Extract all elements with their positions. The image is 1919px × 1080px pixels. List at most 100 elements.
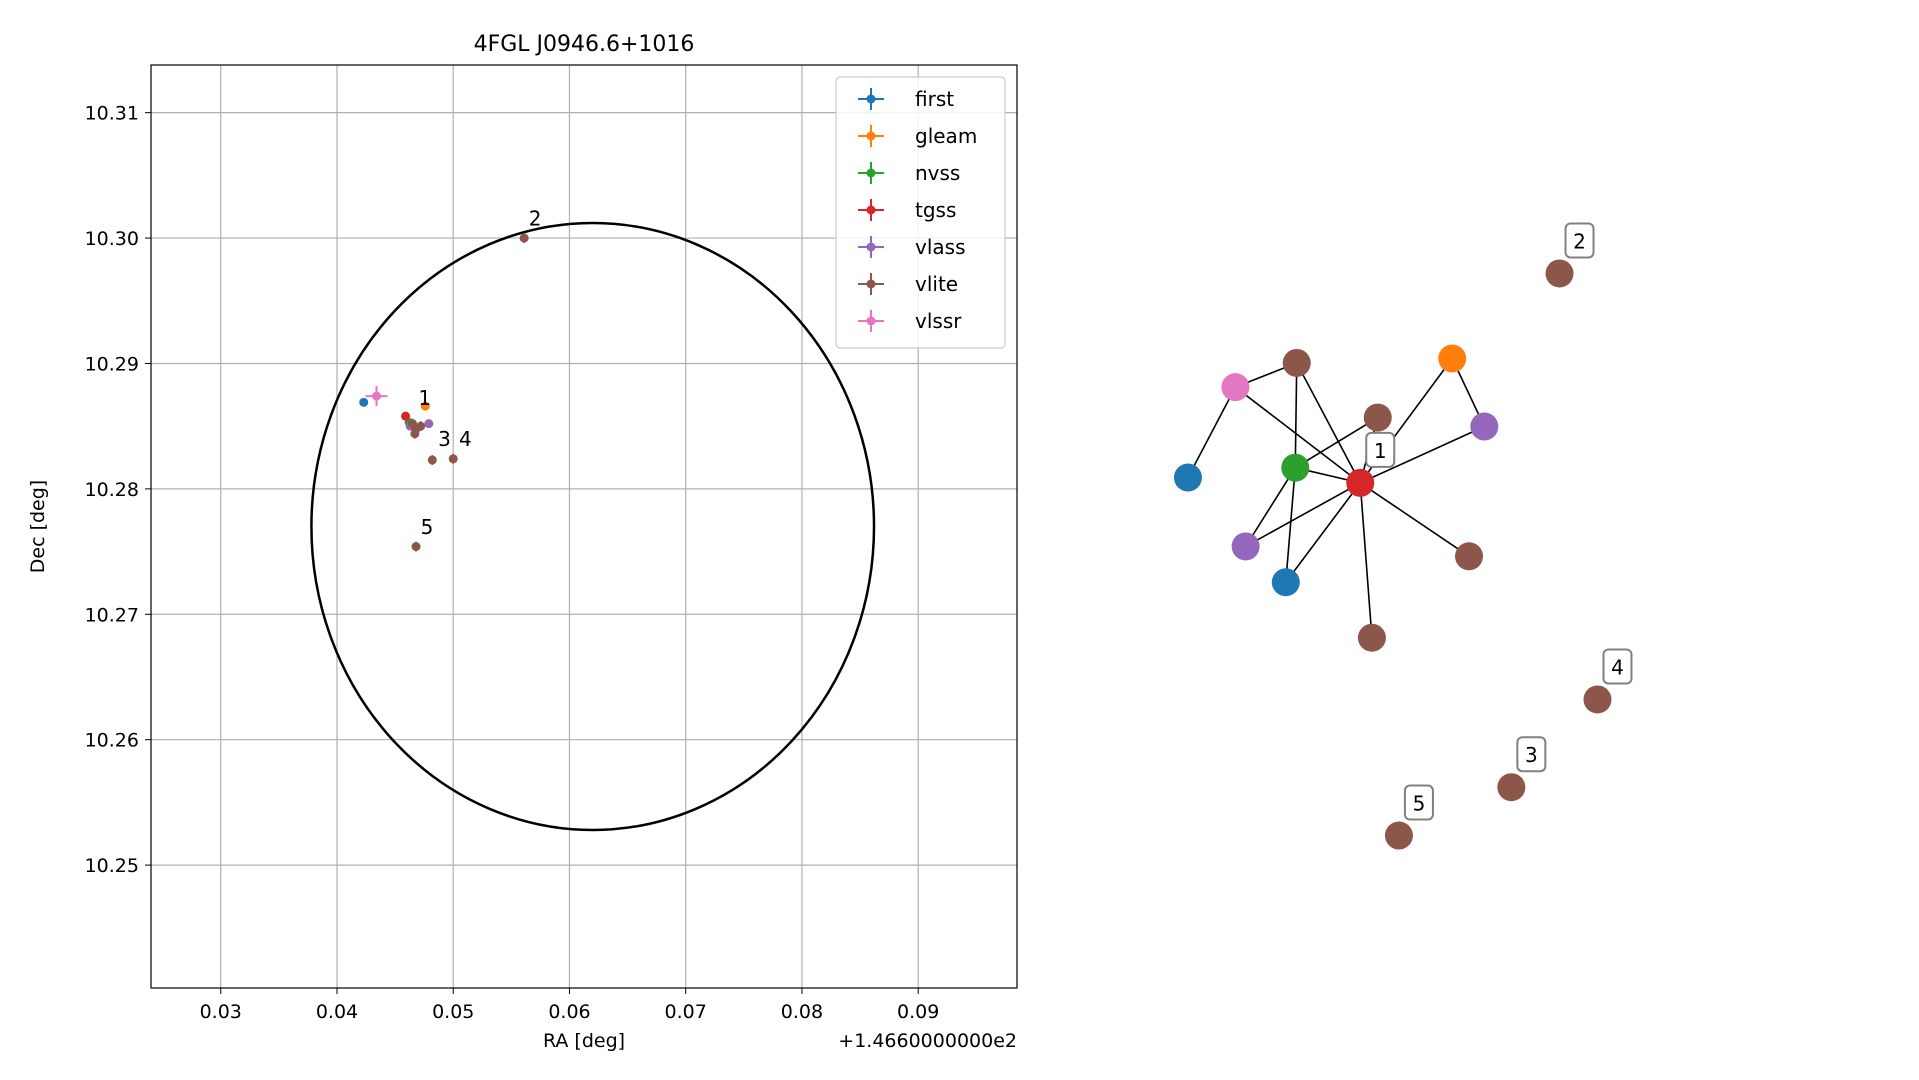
graph-node-label: 1 xyxy=(1365,431,1396,468)
graph-edge xyxy=(1294,362,1298,468)
point-annotation: 2 xyxy=(529,207,542,231)
chart-title: 4FGL J0946.6+1016 xyxy=(474,32,695,57)
legend-box xyxy=(835,76,1006,349)
error-circle xyxy=(310,221,876,832)
vlite-point xyxy=(411,541,421,552)
graph-node xyxy=(1357,623,1386,652)
vlite-point xyxy=(427,455,437,466)
legend-entry-vlass: vlass xyxy=(858,235,966,259)
svg-text:1: 1 xyxy=(1374,439,1387,463)
legend-entry-first: first xyxy=(858,87,954,111)
graph-node xyxy=(1438,344,1467,373)
legend-label: nvss xyxy=(915,161,960,185)
graph-edge xyxy=(1285,482,1361,583)
graph-node-label: 2 xyxy=(1564,222,1595,259)
first-point xyxy=(359,397,369,407)
graph-node xyxy=(1231,532,1260,561)
annotations: 1 2 3 4 5 xyxy=(418,207,541,540)
ticks: 0.03 0.04 0.05 0.06 0.07 0.08 0.09 10.25 10.26 10… xyxy=(85,103,940,1023)
legend-label: vlass xyxy=(915,235,966,259)
graph-edge xyxy=(1359,425,1485,484)
x-tick-label: 0.07 xyxy=(665,1001,707,1023)
vlite-point xyxy=(408,418,418,429)
legend-label: first xyxy=(915,87,954,111)
legend: first gleam nvss tgss vlass vlite vlssr xyxy=(835,76,1006,349)
graph-node xyxy=(1583,685,1612,714)
legend-label: gleam xyxy=(915,124,977,148)
svg-text:3: 3 xyxy=(1525,743,1538,767)
graph-node xyxy=(1545,259,1574,288)
x-axis-label: RA [deg] xyxy=(543,1030,625,1052)
graph-node xyxy=(1271,568,1300,597)
graph-node xyxy=(1346,468,1375,497)
graph-edge xyxy=(1234,386,1361,484)
scatter-panel: 1 2 3 4 5 0.03 0.04 0.05 0.06 0.07 0.08 0.09 10.25 1… xyxy=(27,32,1018,1052)
graph-node xyxy=(1497,773,1526,802)
point-annotation: 3 xyxy=(438,427,451,451)
x-tick-label: 0.06 xyxy=(548,1001,590,1023)
graph-node-label: 4 xyxy=(1602,648,1633,685)
data-points xyxy=(359,233,529,552)
graph-node xyxy=(1221,373,1250,402)
x-tick-label: 0.09 xyxy=(897,1001,939,1023)
graph-node-label: 3 xyxy=(1516,736,1547,773)
svg-text:5: 5 xyxy=(1413,792,1426,816)
x-tick-label: 0.08 xyxy=(781,1001,823,1023)
legend-entry-gleam: gleam xyxy=(858,124,977,148)
legend-label: vlite xyxy=(915,272,958,296)
graph-edge xyxy=(1294,416,1379,469)
vlite-point xyxy=(519,233,529,244)
y-tick-label: 10.27 xyxy=(85,604,139,626)
legend-entry-tgss: tgss xyxy=(858,198,956,222)
graph-edge xyxy=(1359,482,1470,557)
graph-node-label: 5 xyxy=(1403,784,1434,821)
x-tick-label: 0.05 xyxy=(432,1001,474,1023)
graph-node xyxy=(1173,463,1202,492)
graph-edge xyxy=(1359,482,1373,638)
graph-node xyxy=(1470,412,1499,441)
y-tick-label: 10.28 xyxy=(85,479,139,501)
point-annotation: 4 xyxy=(459,427,472,451)
network-graph: 1 2 4 3 5 xyxy=(1173,222,1633,850)
graph-edge xyxy=(1187,386,1237,478)
legend-label: vlssr xyxy=(915,309,962,333)
vlite-point xyxy=(410,428,420,439)
graph-edge xyxy=(1284,467,1297,583)
graph-node xyxy=(1282,348,1311,377)
graph-edge xyxy=(1244,467,1296,547)
vlite-point xyxy=(416,421,426,432)
vlssr-point xyxy=(365,386,388,407)
tgss-point xyxy=(401,411,411,421)
svg-text:4: 4 xyxy=(1611,655,1624,679)
graph-node xyxy=(1384,821,1413,850)
point-annotation: 5 xyxy=(421,515,434,539)
x-tick-label: 0.03 xyxy=(200,1001,242,1023)
vlite-point xyxy=(448,453,458,464)
graph-node xyxy=(1455,542,1484,571)
legend-entry-vlite: vlite xyxy=(858,272,958,296)
y-tick-label: 10.29 xyxy=(85,353,139,375)
graph-nodes xyxy=(1173,259,1612,850)
point-annotation: 1 xyxy=(418,386,431,410)
graph-edge xyxy=(1245,482,1361,548)
graph-labels: 1 2 4 3 5 xyxy=(1365,222,1633,821)
legend-label: tgss xyxy=(915,198,956,222)
graph-edge xyxy=(1296,362,1361,484)
graph-node xyxy=(1281,453,1310,482)
legend-entry-nvss: nvss xyxy=(858,161,960,185)
svg-text:2: 2 xyxy=(1573,229,1586,253)
y-tick-label: 10.26 xyxy=(85,730,139,752)
y-axis-label: Dec [deg] xyxy=(27,480,49,573)
x-offset-label: +1.4660000000e2 xyxy=(838,1030,1017,1052)
y-tick-label: 10.30 xyxy=(85,228,139,250)
axes-frame xyxy=(150,64,1018,989)
x-tick-label: 0.04 xyxy=(316,1001,358,1023)
error-circle-ring xyxy=(310,221,876,832)
legend-entry-vlssr: vlssr xyxy=(858,309,962,333)
y-tick-label: 10.25 xyxy=(85,855,139,877)
vlass-point xyxy=(424,419,434,429)
graph-node xyxy=(1363,403,1392,432)
y-tick-label: 10.31 xyxy=(85,103,139,125)
gleam-point xyxy=(420,401,430,411)
